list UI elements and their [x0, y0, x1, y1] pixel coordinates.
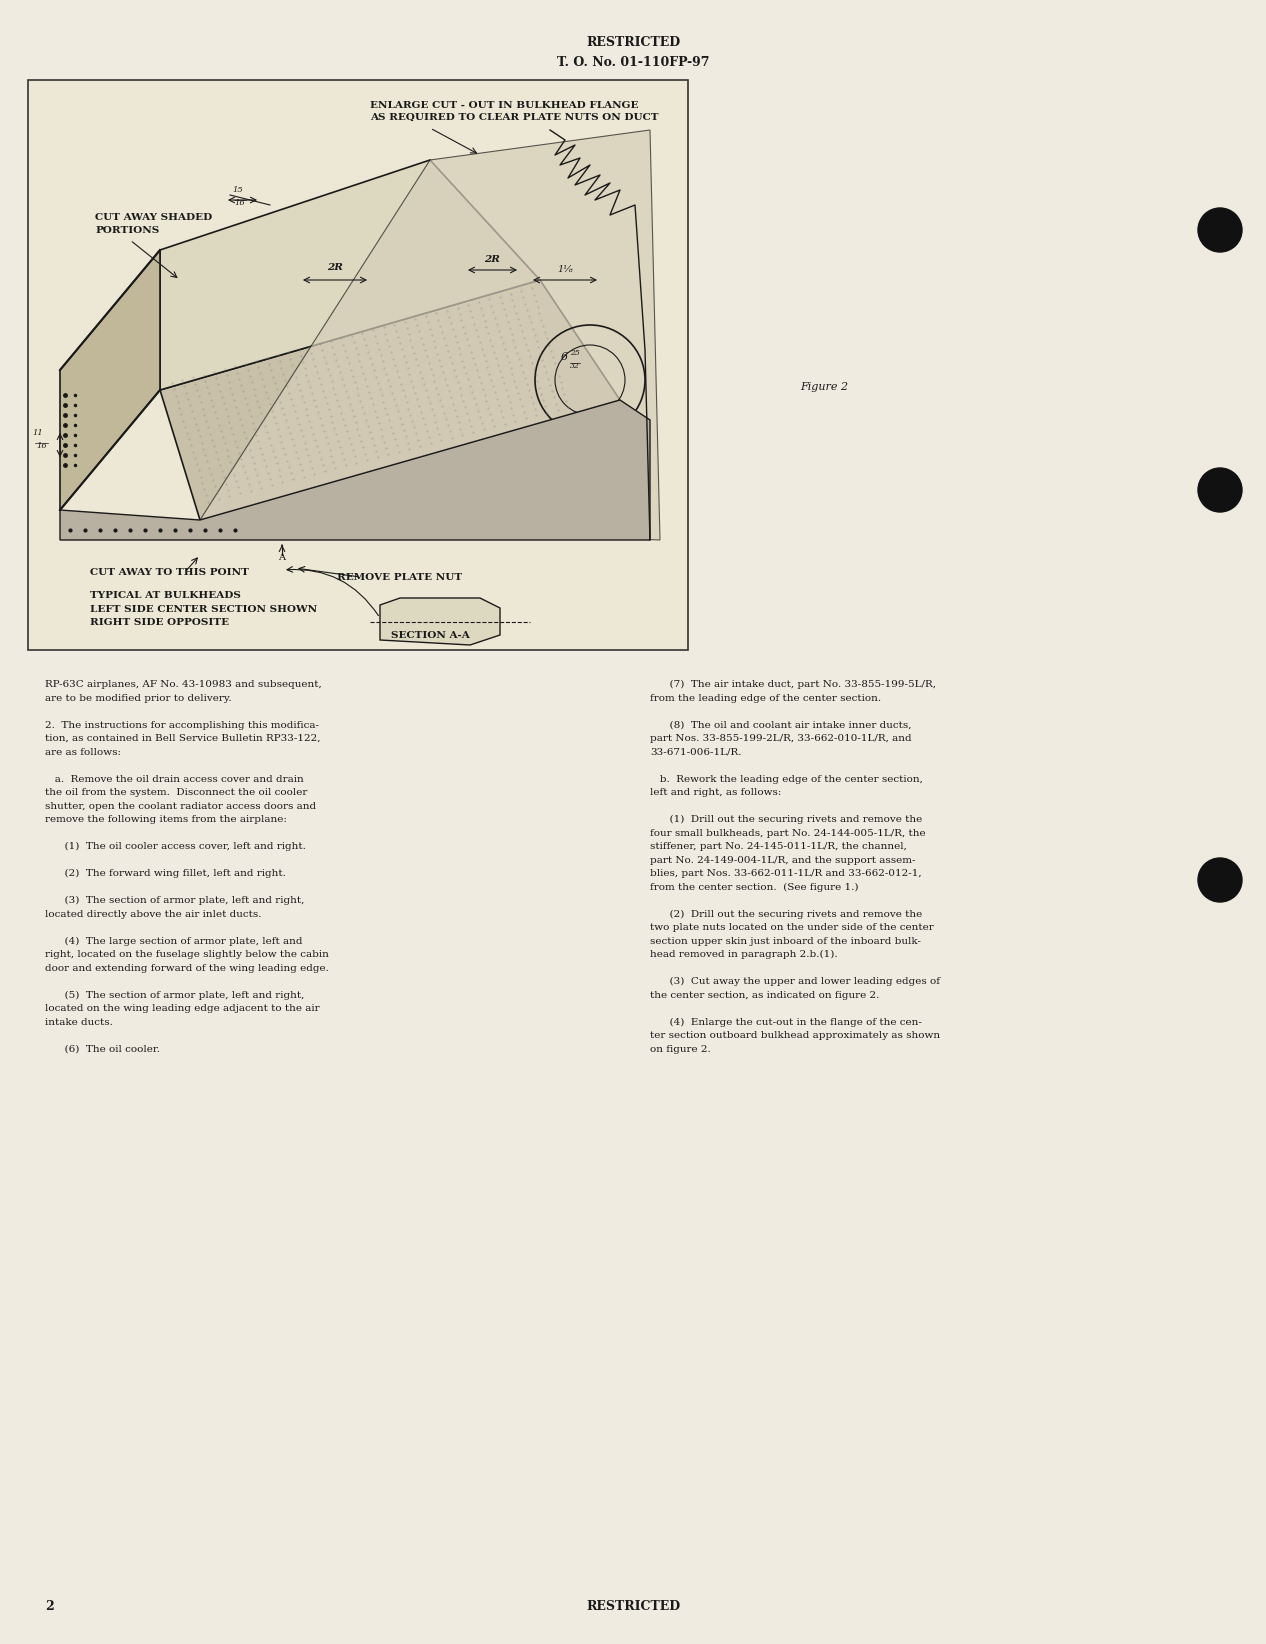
Text: on figure 2.: on figure 2. [649, 1044, 710, 1054]
Text: 15: 15 [233, 186, 243, 194]
Text: tion, as contained in Bell Service Bulletin RP33-122,: tion, as contained in Bell Service Bulle… [46, 733, 320, 743]
Text: 16: 16 [234, 199, 246, 207]
Text: four small bulkheads, part No. 24-144-005-1L/R, the: four small bulkheads, part No. 24-144-00… [649, 829, 925, 837]
Circle shape [1198, 469, 1242, 511]
Text: REMOVE PLATE NUT: REMOVE PLATE NUT [338, 574, 462, 582]
Text: 2R: 2R [327, 263, 343, 271]
Text: RIGHT SIDE OPPOSITE: RIGHT SIDE OPPOSITE [90, 618, 229, 626]
Text: left and right, as follows:: left and right, as follows: [649, 787, 781, 797]
Text: (6)  The oil cooler.: (6) The oil cooler. [46, 1044, 160, 1054]
Text: LEFT SIDE CENTER SECTION SHOWN: LEFT SIDE CENTER SECTION SHOWN [90, 605, 316, 613]
Text: SECTION A-A: SECTION A-A [391, 631, 470, 640]
Text: ENLARGE CUT - OUT IN BULKHEAD FLANGE: ENLARGE CUT - OUT IN BULKHEAD FLANGE [370, 100, 638, 110]
Text: are to be modified prior to delivery.: are to be modified prior to delivery. [46, 694, 232, 702]
Text: part No. 24-149-004-1L/R, and the support assem-: part No. 24-149-004-1L/R, and the suppor… [649, 855, 915, 865]
Text: door and extending forward of the wing leading edge.: door and extending forward of the wing l… [46, 963, 329, 973]
Polygon shape [160, 159, 541, 390]
Text: (1)  The oil cooler access cover, left and right.: (1) The oil cooler access cover, left an… [46, 842, 306, 852]
Text: located directly above the air inlet ducts.: located directly above the air inlet duc… [46, 909, 262, 919]
Polygon shape [60, 250, 160, 510]
Text: PORTIONS: PORTIONS [95, 225, 160, 235]
Text: from the center section.  (See figure 1.): from the center section. (See figure 1.) [649, 883, 858, 891]
Text: ter section outboard bulkhead approximately as shown: ter section outboard bulkhead approximat… [649, 1031, 941, 1041]
Text: remove the following items from the airplane:: remove the following items from the airp… [46, 815, 287, 824]
Text: AS REQUIRED TO CLEAR PLATE NUTS ON DUCT: AS REQUIRED TO CLEAR PLATE NUTS ON DUCT [370, 113, 658, 122]
Polygon shape [60, 399, 649, 539]
Text: (2)  The forward wing fillet, left and right.: (2) The forward wing fillet, left and ri… [46, 870, 286, 878]
Text: RESTRICTED: RESTRICTED [586, 1600, 680, 1613]
Polygon shape [200, 130, 660, 539]
Text: CUT AWAY SHADED: CUT AWAY SHADED [95, 214, 213, 222]
Text: Figure 2: Figure 2 [800, 381, 848, 391]
Text: (5)  The section of armor plate, left and right,: (5) The section of armor plate, left and… [46, 990, 304, 1000]
Text: 11: 11 [33, 429, 43, 437]
Text: part Nos. 33-855-199-2L/R, 33-662-010-1L/R, and: part Nos. 33-855-199-2L/R, 33-662-010-1L… [649, 733, 912, 743]
Text: are as follows:: are as follows: [46, 748, 122, 756]
Text: 32: 32 [570, 362, 580, 370]
Text: (3)  The section of armor plate, left and right,: (3) The section of armor plate, left and… [46, 896, 304, 906]
Text: TYPICAL AT BULKHEADS: TYPICAL AT BULKHEADS [90, 590, 241, 600]
Text: (3)  Cut away the upper and lower leading edges of: (3) Cut away the upper and lower leading… [649, 977, 939, 986]
Text: (4)  Enlarge the cut-out in the flange of the cen-: (4) Enlarge the cut-out in the flange of… [649, 1018, 922, 1026]
Text: stiffener, part No. 24-145-011-1L/R, the channel,: stiffener, part No. 24-145-011-1L/R, the… [649, 842, 906, 852]
Text: two plate nuts located on the under side of the center: two plate nuts located on the under side… [649, 922, 934, 932]
Text: section upper skin just inboard of the inboard bulk-: section upper skin just inboard of the i… [649, 937, 920, 945]
Text: (7)  The air intake duct, part No. 33-855-199-5L/R,: (7) The air intake duct, part No. 33-855… [649, 681, 936, 689]
Polygon shape [160, 279, 620, 520]
Text: blies, part Nos. 33-662-011-1L/R and 33-662-012-1,: blies, part Nos. 33-662-011-1L/R and 33-… [649, 870, 922, 878]
Text: right, located on the fuselage slightly below the cabin: right, located on the fuselage slightly … [46, 950, 329, 958]
Text: RESTRICTED: RESTRICTED [586, 36, 680, 49]
Text: T. O. No. 01-110FP-97: T. O. No. 01-110FP-97 [557, 56, 709, 69]
Text: intake ducts.: intake ducts. [46, 1018, 113, 1026]
Text: A: A [279, 552, 286, 562]
Text: a.  Remove the oil drain access cover and drain: a. Remove the oil drain access cover and… [46, 774, 304, 784]
Text: RP-63C airplanes, AF No. 43-10983 and subsequent,: RP-63C airplanes, AF No. 43-10983 and su… [46, 681, 322, 689]
Text: shutter, open the coolant radiator access doors and: shutter, open the coolant radiator acces… [46, 802, 316, 810]
Text: 16: 16 [37, 442, 47, 450]
Text: 33-671-006-1L/R.: 33-671-006-1L/R. [649, 748, 742, 756]
Text: 2: 2 [46, 1600, 53, 1613]
Text: 2.  The instructions for accomplishing this modifica-: 2. The instructions for accomplishing th… [46, 720, 319, 730]
Text: located on the wing leading edge adjacent to the air: located on the wing leading edge adjacen… [46, 1004, 319, 1013]
Polygon shape [380, 598, 500, 644]
Text: (2)  Drill out the securing rivets and remove the: (2) Drill out the securing rivets and re… [649, 909, 922, 919]
Text: (4)  The large section of armor plate, left and: (4) The large section of armor plate, le… [46, 937, 303, 945]
Text: 1⅛: 1⅛ [557, 265, 573, 275]
Bar [28, 81, 687, 649]
Text: (1)  Drill out the securing rivets and remove the: (1) Drill out the securing rivets and re… [649, 815, 922, 824]
Text: 6: 6 [561, 352, 568, 362]
Text: CUT AWAY TO THIS POINT: CUT AWAY TO THIS POINT [90, 567, 249, 577]
Text: b.  Rework the leading edge of the center section,: b. Rework the leading edge of the center… [649, 774, 923, 784]
Circle shape [1198, 209, 1242, 252]
Text: (8)  The oil and coolant air intake inner ducts,: (8) The oil and coolant air intake inner… [649, 720, 912, 730]
Text: head removed in paragraph 2.b.(1).: head removed in paragraph 2.b.(1). [649, 950, 838, 958]
Text: from the leading edge of the center section.: from the leading edge of the center sect… [649, 694, 881, 702]
Circle shape [1198, 858, 1242, 903]
Text: 25: 25 [570, 349, 580, 357]
Text: 2R: 2R [484, 255, 500, 265]
Text: the center section, as indicated on figure 2.: the center section, as indicated on figu… [649, 990, 880, 1000]
Text: the oil from the system.  Disconnect the oil cooler: the oil from the system. Disconnect the … [46, 787, 308, 797]
